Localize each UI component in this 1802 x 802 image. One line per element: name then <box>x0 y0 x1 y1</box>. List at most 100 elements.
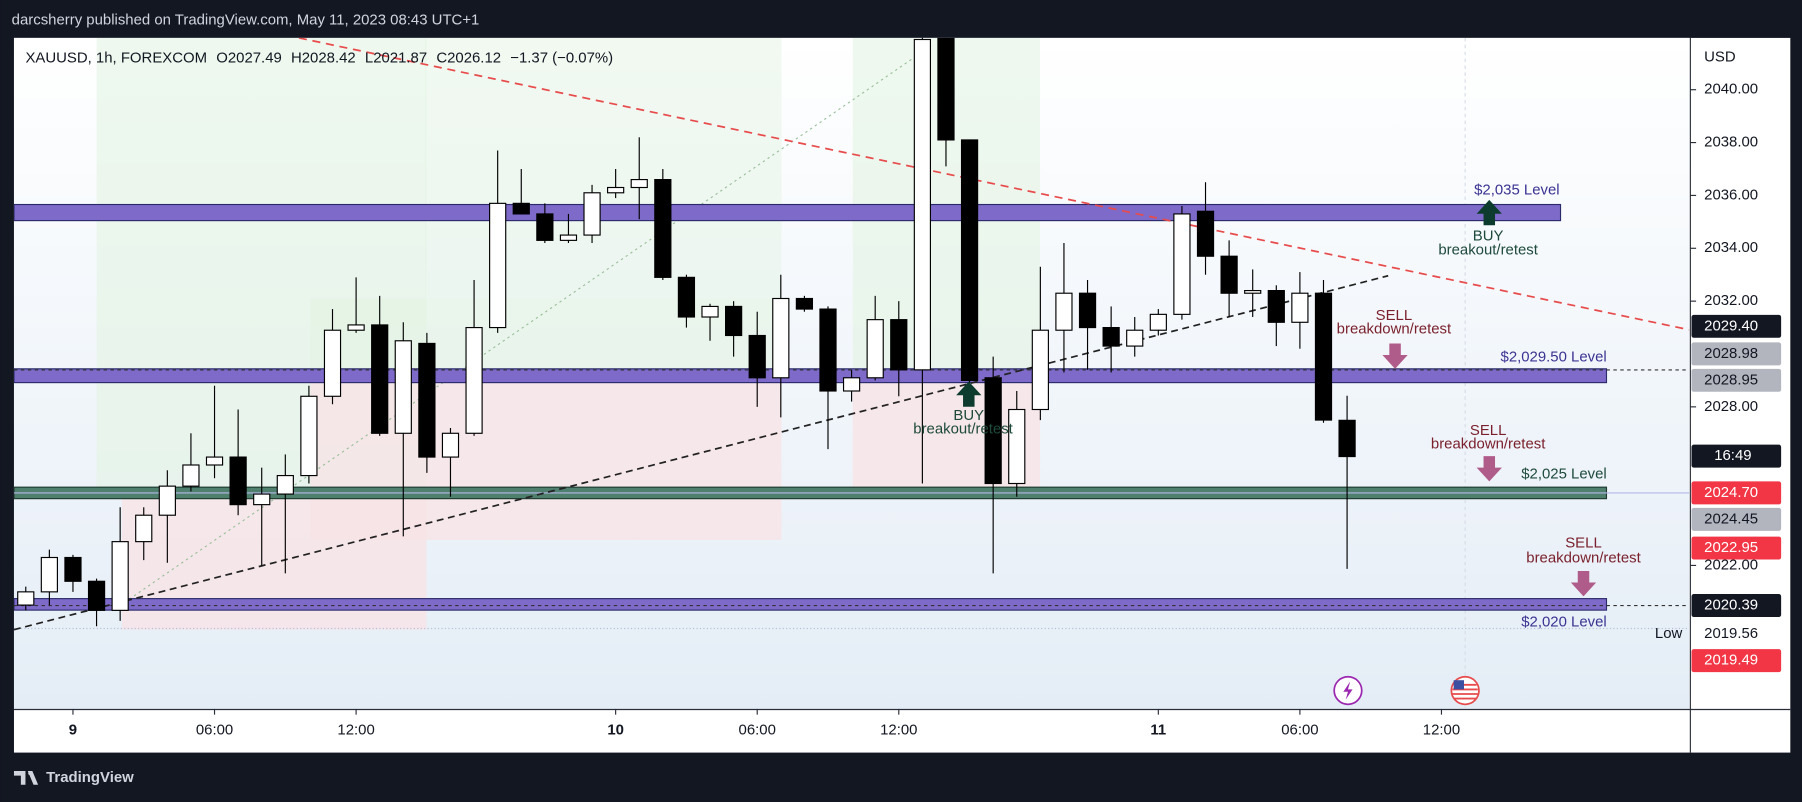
x-tick-label: 11 <box>1150 722 1166 739</box>
candle-body <box>418 342 436 458</box>
sell-arrow <box>1476 456 1502 482</box>
candle-body <box>276 474 294 495</box>
price-badge <box>1691 368 1782 392</box>
annotations: $2,035 LevelBUYbreakout/retestSELLbreakd… <box>913 182 1641 631</box>
tradingview-logo <box>13 770 39 785</box>
candle-body <box>748 334 766 379</box>
y-tick-label: 2038.00 <box>1704 134 1758 151</box>
symbol: XAUUSD, 1h, FOREXCOM <box>25 50 207 67</box>
level-band <box>13 368 1608 384</box>
logo-glyph <box>13 770 39 785</box>
price-badge <box>1691 507 1782 531</box>
candle-body <box>654 178 672 278</box>
candle-body <box>772 297 790 379</box>
candle-body <box>1267 289 1285 323</box>
candle-body <box>371 324 389 434</box>
candle-body <box>725 305 743 337</box>
ohlc-value: −1.37 (−0.07%) <box>510 50 613 67</box>
annotation: $2,020 Level <box>1521 614 1606 631</box>
candle-body <box>1008 408 1026 485</box>
candle-body <box>1173 213 1191 315</box>
candle-body <box>465 326 483 434</box>
price-badge <box>1691 481 1782 505</box>
countdown-badge <box>1691 444 1782 468</box>
candle-body <box>559 234 578 241</box>
candle-body <box>40 556 58 593</box>
x-tick-label: 06:00 <box>196 722 233 739</box>
y-tick-label: 2034.00 <box>1704 239 1758 256</box>
annotation: breakout/retest <box>913 421 1013 438</box>
price-label: 2024.70 <box>1704 484 1758 501</box>
candle-body <box>913 38 931 371</box>
trend-line <box>13 274 1389 631</box>
price-label: 2022.95 <box>1704 539 1758 556</box>
price-badge <box>1691 314 1782 338</box>
candle-body <box>1149 313 1167 331</box>
x-tick-label: 9 <box>69 722 77 739</box>
x-tick-label: 12:00 <box>337 722 374 739</box>
candle-body <box>842 377 861 392</box>
candle-body <box>677 276 696 318</box>
candle-body <box>323 329 342 397</box>
projection-line <box>114 45 932 610</box>
candle-body <box>1338 419 1356 458</box>
candle-body <box>1102 326 1120 347</box>
countdown: 16:49 <box>1714 447 1751 464</box>
candle-body <box>607 186 625 194</box>
candle-body <box>1031 329 1049 411</box>
annotation: $2,025 Level <box>1521 465 1606 482</box>
annotation: SELL <box>1565 534 1602 551</box>
level-band <box>13 203 1562 222</box>
candle-body <box>182 464 200 487</box>
price-label: 2020.39 <box>1704 596 1758 613</box>
candle-body <box>512 202 530 215</box>
annotation: breakdown/retest <box>1431 436 1546 453</box>
candle-body <box>158 485 176 516</box>
candle-body <box>300 395 318 477</box>
annotation: breakdown/retest <box>1526 549 1641 566</box>
annotation: BUY <box>953 407 984 424</box>
x-tick-label: 06:00 <box>739 722 776 739</box>
price-badge <box>1691 594 1782 618</box>
x-tick-label: 12:00 <box>880 722 917 739</box>
price-badge <box>1691 649 1782 673</box>
candle-body <box>441 432 460 458</box>
x-tick-label: 06:00 <box>1281 722 1318 739</box>
price-badge <box>1691 342 1782 366</box>
candle-body <box>984 377 1002 485</box>
candle-body <box>795 297 814 310</box>
price-label: 2029.40 <box>1704 317 1758 334</box>
candle-body <box>347 324 365 331</box>
candle-body <box>253 493 271 506</box>
candle-body <box>229 456 247 506</box>
price-label: 2019.49 <box>1704 652 1758 669</box>
candle-body <box>960 139 979 382</box>
candle-body <box>890 319 908 371</box>
y-tick-label: 2036.00 <box>1704 186 1758 203</box>
sell-arrow <box>1382 343 1408 369</box>
x-tick-label: 10 <box>607 722 624 739</box>
y-tick-label: 2022.00 <box>1704 556 1758 573</box>
candle-body <box>1126 329 1144 347</box>
candle-body <box>1244 289 1262 294</box>
price-label: 2024.45 <box>1704 510 1758 527</box>
candle-body <box>1078 292 1097 329</box>
annotation: BUY <box>1473 228 1504 245</box>
annotation: SELL <box>1470 422 1507 439</box>
zone <box>425 37 782 299</box>
annotation: breakout/retest <box>1438 241 1538 258</box>
x-tick-label: 12:00 <box>1423 722 1460 739</box>
candle-body <box>135 514 153 543</box>
annotation: SELL <box>1376 307 1413 324</box>
candle-body <box>1196 210 1215 257</box>
price-badge <box>1691 536 1782 560</box>
annotation: breakdown/retest <box>1337 321 1452 338</box>
candles <box>17 37 1356 627</box>
y-axis-title: USD <box>1704 48 1736 65</box>
candle-body <box>583 192 601 236</box>
candle-body <box>205 456 224 466</box>
publish-info: darcsherry published on TradingView.com,… <box>12 12 480 29</box>
candle-body <box>64 556 82 582</box>
candle-body <box>1291 292 1309 323</box>
y-tick-label: 2040.00 <box>1704 81 1758 98</box>
